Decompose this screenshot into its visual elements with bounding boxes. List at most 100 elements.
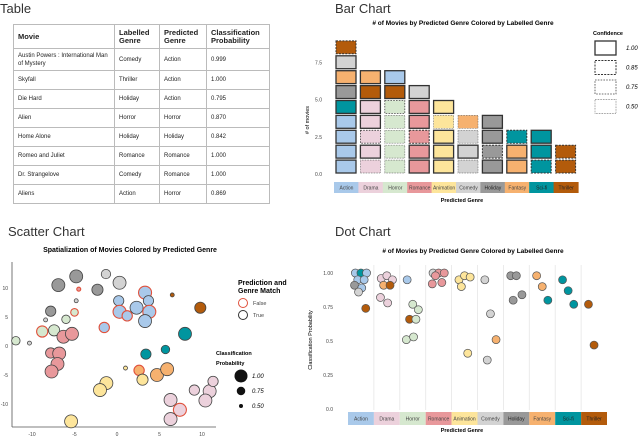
match-legend-marker [238,310,248,320]
table-row: Romeo and Juliet Romance Romance 1.000 [13,146,270,166]
scatter-point [138,314,152,328]
dot-point [537,282,547,291]
bar-block [481,144,503,159]
table-row: Aliens Action Horror 0.869 [13,184,270,204]
dot-category-label-bg [477,412,504,425]
confidence-legend-swatch [594,99,617,114]
bar-block [432,99,455,115]
scatter-point [160,344,171,355]
dot-point [584,299,593,309]
scatter-xtick: -5 [72,432,77,437]
size-legend-label: 0.50 [252,404,264,410]
match-legend-title-1: Prediction and [238,280,287,287]
scatter-ytick: -5 [4,373,9,379]
scatter-point [207,375,219,387]
scatter-point [169,292,175,298]
bar-block [481,114,504,129]
bar-category-label-bg [334,182,359,193]
dot-point [431,271,440,281]
confidence-legend-label: 0.85 [626,66,638,72]
bar-block [506,159,528,174]
dot-category-label: Horror [406,417,421,423]
dot-category-label-bg [348,412,374,425]
dot-point [486,309,495,319]
bar-block [506,144,528,159]
bar-block [384,129,406,144]
bar-block [384,84,406,100]
scatter-point [198,393,213,408]
bar-block [457,129,479,144]
dot-category-label-bg [399,412,426,425]
bar-category-label: Drama [363,186,378,192]
bar-block [335,129,357,144]
bar-block [408,114,430,129]
dot-point [569,299,579,309]
dot-point [409,332,418,342]
col-header: Classification Probability [206,24,270,49]
dot-point [517,290,527,300]
dot-section-title: Dot Chart [335,224,391,239]
bar-block [408,129,430,144]
dot-point [480,275,490,285]
table-row: Dr. Strangelove Comedy Romance 1.000 [13,165,270,185]
bar-category-label-bg [504,182,530,193]
dot-category-label: Sci-fi [563,417,574,423]
bar-block [384,115,406,129]
size-legend-marker [239,404,243,408]
dot-title: # of Movies by Predicted Genre Colored b… [382,248,564,255]
bar-block [506,129,528,144]
dot-point [427,279,437,289]
bar-ytick: 7.5 [315,60,322,66]
dot-point [411,314,421,324]
dot-point [439,268,449,278]
bar-category-label-bg [529,182,555,193]
bar-title: # of Movies by Predicted Genre Colored b… [372,20,554,27]
bar-block [359,99,382,115]
dot-point [511,271,521,281]
confidence-legend-swatch [594,40,617,56]
scatter-point [129,300,144,315]
bar-category-label: Action [340,186,354,192]
dot-point [408,299,418,309]
dot-point [491,335,501,344]
bar-block [432,159,455,174]
scatter-point [93,383,107,397]
scatter-point [160,362,175,377]
table-cell: Aliens [13,184,115,204]
bar-block [335,99,357,115]
confidence-legend-swatch [594,79,617,95]
scatter-point [44,364,59,379]
scatter-point [73,298,79,304]
bar-section-title: Bar Chart [335,1,391,16]
bar-block [359,114,382,129]
bar-block [335,84,357,100]
movie-table: Movie Labelled Genre Predicted Genre Cla… [13,24,270,204]
bar-category-label-bg [358,182,384,193]
size-legend-label: 0.75 [252,389,264,395]
match-legend-marker [238,298,248,308]
size-legend-label: 1.00 [252,374,264,380]
scatter-point [11,336,21,346]
dot-ytick: 0.0 [326,407,333,413]
bar-category-label-bg [382,182,408,193]
bar-block [359,84,382,100]
bar-block [384,159,406,174]
scatter-point [36,325,49,338]
confidence-legend-label: 1.00 [626,46,638,52]
bar-ytick: 0.0 [315,172,322,178]
scatter-ytick: 10 [2,286,8,292]
dot-point [532,271,542,281]
bar-category-label: Sci-fi [536,186,547,192]
bar-category-label: Comedy [459,186,478,192]
dot-category-label-bg [451,412,478,425]
scatter-point [69,269,84,284]
dot-category-label: Holiday [508,417,525,423]
table-row: Austin Powers : International Man of Mys… [13,48,270,71]
size-legend-title-1: Classification [216,351,252,357]
table-cell: 0.870 [206,108,270,128]
bar-block [335,70,357,85]
bar-block [359,70,382,85]
scatter-point [51,278,66,293]
bar-block [408,159,430,174]
dot-category-label-bg [373,412,400,425]
